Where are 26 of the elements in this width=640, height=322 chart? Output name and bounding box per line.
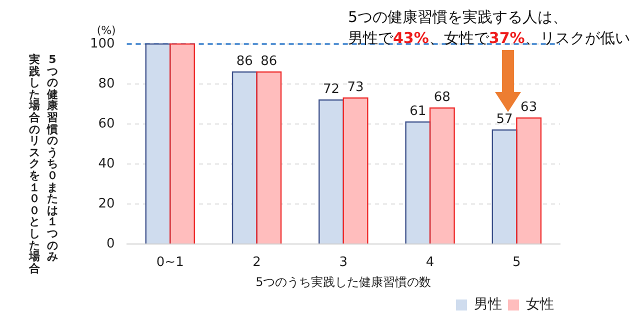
legend-label: 女性 — [526, 296, 554, 313]
x-tick-label: 0~1 — [156, 255, 184, 270]
x-axis-title: 5つのうち実践した健康習慣の数 — [256, 274, 432, 289]
y-tick-label: 100 — [90, 36, 115, 52]
data-label: 57 — [496, 112, 513, 127]
data-label: 61 — [410, 104, 426, 119]
x-tick-label: 5 — [512, 255, 521, 270]
annotation: 男性で43%、女性で37%、リスクが低い — [348, 29, 630, 47]
data-label: 86 — [260, 54, 278, 69]
y-tick-label: 40 — [98, 156, 115, 172]
data-label: 63 — [520, 100, 538, 115]
data-label: 68 — [434, 90, 450, 105]
data-label: 73 — [347, 80, 364, 95]
x-tick-label: 2 — [252, 255, 261, 270]
data-label: 86 — [236, 54, 253, 69]
x-tick-label: 4 — [426, 255, 434, 270]
y-tick-label: 0 — [106, 236, 115, 252]
x-tick-label: 3 — [339, 255, 348, 270]
text: 5つの健康習慣のうち０または１つのみ実践した場合のリスクを１００とした場合 — [29, 53, 58, 275]
text: 5つの健康習慣を実践する人は、 — [348, 8, 568, 26]
legend-label: 男性 — [474, 296, 502, 313]
y-tick-label: 20 — [98, 196, 115, 212]
data-label: 72 — [323, 82, 340, 97]
y-tick-label: 80 — [98, 76, 115, 92]
text: (%) — [96, 24, 116, 37]
y-tick-label: 60 — [98, 116, 115, 132]
